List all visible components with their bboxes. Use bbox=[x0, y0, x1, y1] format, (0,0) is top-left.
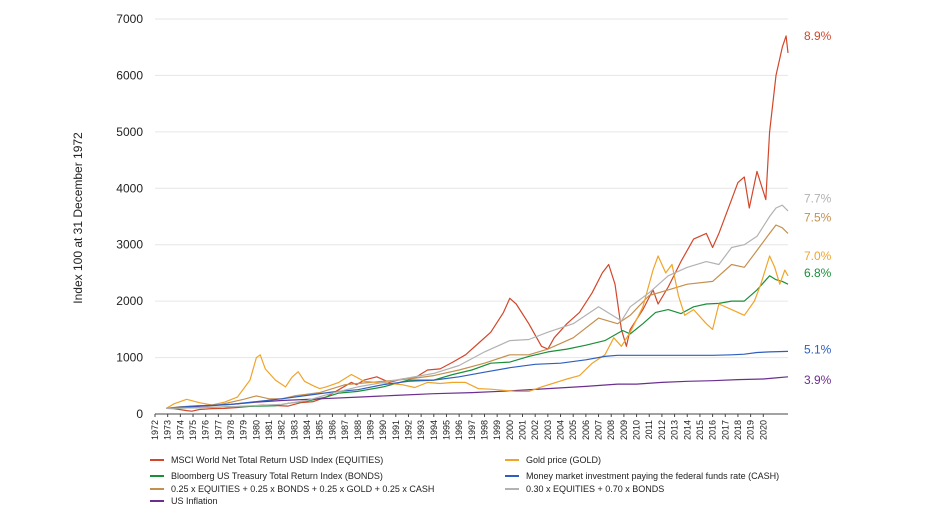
x-tick-label: 1997 bbox=[467, 420, 477, 440]
x-tick-label: 2006 bbox=[581, 420, 591, 440]
y-tick-label: 1000 bbox=[116, 351, 143, 365]
y-tick-label: 2000 bbox=[116, 294, 143, 308]
x-tick-label: 1991 bbox=[391, 420, 401, 440]
x-tick-label: 2012 bbox=[657, 420, 667, 440]
x-tick-label: 1977 bbox=[213, 420, 223, 440]
x-tick-label: 2009 bbox=[619, 420, 629, 440]
series-line bbox=[166, 35, 789, 412]
x-tick-label: 1995 bbox=[441, 420, 451, 440]
x-tick-label: 2007 bbox=[594, 420, 604, 440]
grid-lines bbox=[155, 18, 788, 359]
x-tick-label: 1986 bbox=[327, 420, 337, 440]
x-tick-label: 1993 bbox=[416, 420, 426, 440]
x-tick-label: 2014 bbox=[682, 420, 692, 440]
x-tick-label: 1973 bbox=[163, 420, 173, 440]
x-tick-label: 2001 bbox=[518, 420, 528, 440]
y-axis-label: Index 100 at 31 December 1972 bbox=[71, 132, 85, 304]
x-tick-label: 1985 bbox=[315, 420, 325, 440]
x-tick-label: 1992 bbox=[403, 420, 413, 440]
y-tick-label: 4000 bbox=[116, 181, 143, 195]
end-label: 3.9% bbox=[804, 373, 832, 387]
y-tick-label: 5000 bbox=[116, 125, 143, 139]
x-tick-label: 1982 bbox=[277, 420, 287, 440]
x-tick-label: 2011 bbox=[644, 420, 654, 439]
x-tick-label: 1974 bbox=[175, 420, 185, 440]
x-tick-label: 1999 bbox=[492, 420, 502, 440]
x-tick-label: 1983 bbox=[289, 420, 299, 440]
x-tick-label: 1998 bbox=[479, 420, 489, 440]
series-lines bbox=[166, 35, 789, 412]
x-tick-label: 1988 bbox=[353, 420, 363, 440]
series-line bbox=[166, 350, 789, 409]
x-tick-label: 1990 bbox=[378, 420, 388, 440]
x-tick-label: 1987 bbox=[340, 420, 350, 440]
x-tick-label: 1976 bbox=[201, 420, 211, 440]
end-label: 7.0% bbox=[804, 249, 832, 263]
end-label: 5.1% bbox=[804, 343, 832, 357]
x-axis-ticks: 1972 1973 1974 1975 1976 1977 1978 1979 1980 1981… bbox=[150, 414, 768, 440]
x-tick-label: 2005 bbox=[568, 420, 578, 440]
y-tick-label: 7000 bbox=[116, 12, 143, 26]
x-tick-label: 1984 bbox=[302, 420, 312, 440]
x-tick-label: 2004 bbox=[556, 420, 566, 440]
x-tick-label: 2010 bbox=[632, 420, 642, 440]
x-tick-label: 1996 bbox=[454, 420, 464, 440]
x-tick-label: 2015 bbox=[695, 420, 705, 440]
end-label: 7.5% bbox=[804, 211, 832, 225]
x-tick-label: 1972 bbox=[150, 420, 160, 440]
x-tick-label: 1989 bbox=[365, 420, 375, 440]
series-line bbox=[166, 255, 789, 409]
x-tick-label: 2013 bbox=[670, 420, 680, 440]
series-line bbox=[166, 376, 789, 409]
end-label: 7.7% bbox=[804, 191, 832, 205]
end-label: 6.8% bbox=[804, 266, 832, 280]
x-tick-label: 1994 bbox=[429, 420, 439, 440]
x-tick-label: 1981 bbox=[264, 420, 274, 440]
y-tick-label: 6000 bbox=[116, 68, 143, 82]
x-tick-label: 2018 bbox=[733, 420, 743, 440]
x-tick-label: 2008 bbox=[606, 420, 616, 440]
x-tick-label: 1978 bbox=[226, 420, 236, 440]
x-tick-label: 1975 bbox=[188, 420, 198, 440]
x-tick-label: 1979 bbox=[239, 420, 249, 440]
x-tick-label: 2003 bbox=[543, 420, 553, 440]
series-line bbox=[166, 204, 789, 409]
series-line bbox=[166, 224, 789, 409]
x-tick-label: 2002 bbox=[530, 420, 540, 440]
x-tick-label: 2017 bbox=[720, 420, 730, 440]
x-tick-label: 1980 bbox=[251, 420, 261, 440]
end-labels: 8.9% 6.8% 7.5% 3.9% 7.0% 5.1% 7.7% bbox=[804, 29, 832, 387]
x-tick-label: 2000 bbox=[505, 420, 515, 440]
y-tick-label: 3000 bbox=[116, 238, 143, 252]
end-label: 8.9% bbox=[804, 29, 832, 43]
x-tick-label: 2020 bbox=[758, 420, 768, 440]
series-line bbox=[166, 275, 789, 409]
y-tick-label: 0 bbox=[136, 407, 143, 421]
x-tick-label: 2016 bbox=[708, 420, 718, 440]
y-axis-ticks: 0 1000 2000 3000 4000 5000 6000 7000 bbox=[116, 12, 143, 421]
x-tick-label: 2019 bbox=[746, 420, 756, 440]
